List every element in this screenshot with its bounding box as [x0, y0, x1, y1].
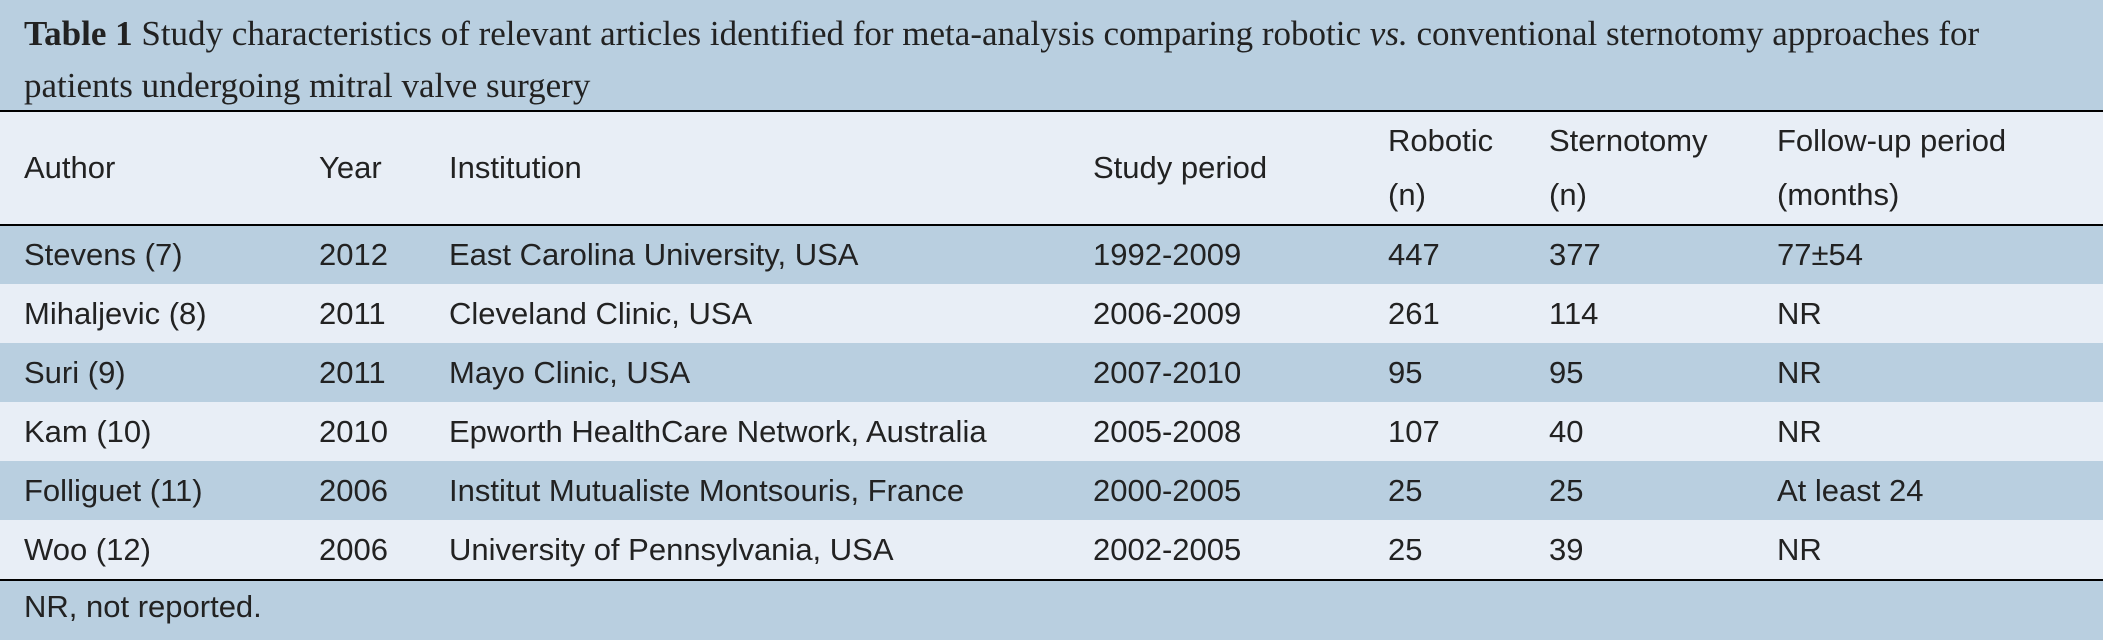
table-cell: Suri (9): [24, 354, 126, 390]
caption-text: Study characteristics of relevant articl…: [141, 14, 1370, 53]
table-cell: 95: [1388, 354, 1423, 390]
header-line: (n): [1388, 177, 1426, 212]
table-cell: 377: [1549, 237, 1601, 272]
table-cell: Institut Mutualiste Montsouris, France: [449, 472, 965, 508]
data-table: Author Year Institution Study period Robotic…: [0, 112, 2103, 579]
table-row: Woo (12) 2006 University of Pennsylvania, …: [0, 520, 2103, 579]
header-cell: Institution: [425, 112, 1069, 225]
table-cell: 261: [1388, 295, 1440, 331]
header-line: Robotic: [1388, 123, 1494, 158]
table-row: Mihaljevic (8) 2011 Cleveland Clinic, USA 2…: [0, 284, 2103, 343]
header-line: Study period: [1093, 150, 1268, 185]
table-cell: 114: [1549, 295, 1599, 331]
table-cell: 95: [1549, 354, 1584, 390]
table-cell: University of Pennsylvania, USA: [449, 531, 894, 567]
table-cell: 447: [1388, 237, 1440, 272]
caption-text: conventional sternotomy approaches for p…: [24, 14, 1980, 105]
table-cell: Epworth HealthCare Network, Australia: [449, 413, 987, 449]
header-cell: Year: [295, 112, 425, 225]
header-cell: Follow-up period (months): [1753, 112, 2103, 225]
table-cell: Woo (12): [24, 531, 151, 567]
header-line: (months): [1777, 177, 1900, 212]
table-cell: East Carolina University, USA: [449, 237, 859, 272]
table-cell: 2002-2005: [1093, 531, 1242, 567]
table-row: Suri (9) 2011 Mayo Clinic, USA 2007-2010 95 9…: [0, 343, 2103, 402]
table-caption: Table 1 Study characteristics of relevan…: [0, 0, 2103, 112]
table-cell: 2011: [319, 354, 386, 390]
table-cell: 25: [1388, 531, 1423, 567]
table-cell: Kam (10): [24, 413, 152, 449]
table-cell: 40: [1549, 413, 1584, 449]
table-cell: Cleveland Clinic, USA: [449, 295, 753, 331]
table-cell: 1992-2009: [1093, 237, 1242, 272]
header-row: Author Year Institution Study period Robotic…: [0, 112, 2103, 225]
table-cell: 25: [1388, 472, 1423, 508]
table-cell: NR: [1777, 295, 1822, 331]
header-cell: Study period: [1069, 112, 1364, 225]
header-cell: Author: [0, 112, 295, 225]
table-cell: Mayo Clinic, USA: [449, 354, 691, 390]
table-cell: 77±54: [1777, 237, 1863, 272]
header-line: Sternotomy: [1549, 123, 1708, 158]
header-line: Follow-up period: [1777, 123, 2007, 158]
table-row: Stevens (7) 2012 East Carolina University,…: [0, 225, 2103, 284]
table-cell: NR: [1777, 354, 1822, 390]
table-cell: 2000-2005: [1093, 472, 1242, 508]
table-cell: 25: [1549, 472, 1584, 508]
table-cell: 2012: [319, 237, 388, 272]
table-cell: 2011: [319, 295, 386, 331]
table-cell: 2006: [319, 472, 388, 508]
header-line: Author: [24, 150, 116, 185]
header-cell: Robotic (n): [1364, 112, 1525, 225]
table-cell: 2007-2010: [1093, 354, 1242, 390]
table-cell: NR: [1777, 413, 1822, 449]
table-body: Stevens (7) 2012 East Carolina University,…: [0, 225, 2103, 579]
table-cell: NR: [1777, 531, 1822, 567]
table-cell: 2010: [319, 413, 388, 449]
header-cell: Sternotomy (n): [1525, 112, 1753, 225]
header-line: Institution: [449, 150, 582, 185]
table-cell: 107: [1388, 413, 1440, 449]
table-cell: Folliguet (11): [24, 472, 203, 508]
table-cell: 39: [1549, 531, 1584, 567]
table-cell: 2006: [319, 531, 388, 567]
caption-label: Table 1: [24, 14, 133, 53]
table-row: Folliguet (11) 2006 Institut Mutualiste Mo…: [0, 461, 2103, 520]
footnote: NR, not reported.: [0, 579, 2103, 637]
caption-italic: vs.: [1369, 14, 1408, 53]
table-cell: Mihaljevic (8): [24, 295, 207, 331]
table-row: Kam (10) 2010 Epworth HealthCare Network, …: [0, 402, 2103, 461]
table-cell: 2005-2008: [1093, 413, 1242, 449]
header-line: Year: [319, 150, 382, 185]
table-cell: Stevens (7): [24, 237, 183, 272]
table-cell: 2006-2009: [1093, 295, 1242, 331]
table-cell: At least 24: [1777, 472, 1924, 508]
header-line: (n): [1549, 177, 1587, 212]
